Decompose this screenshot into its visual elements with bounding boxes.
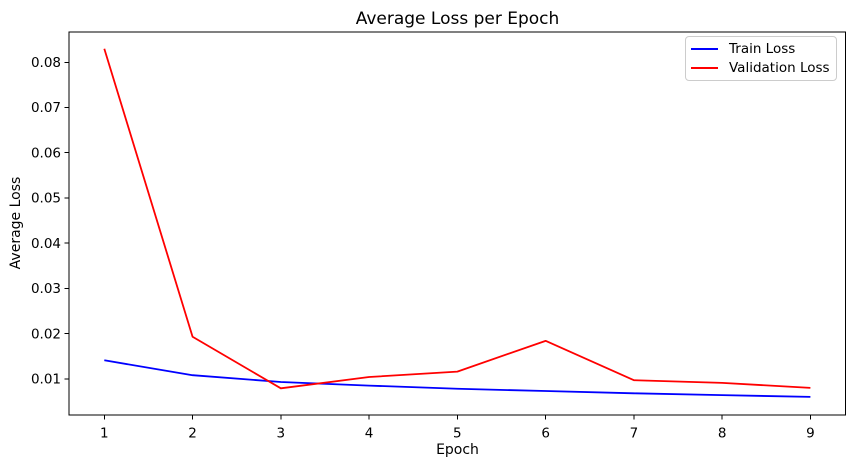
train-loss-line (104, 359, 811, 398)
x-tick-label: 7 (630, 426, 639, 442)
train-loss-line-swatch (691, 47, 718, 50)
validation-loss-line (103, 48, 811, 390)
y-tick-label: 0.01 (31, 372, 61, 388)
y-axis-label-text: Average Loss (8, 176, 24, 270)
y-tick-label: 0.02 (31, 326, 61, 342)
x-tick-label: 2 (188, 426, 197, 442)
x-tick-label: 5 (453, 426, 462, 442)
legend-label-validation-loss: Validation Loss (729, 60, 830, 77)
legend-row-train-loss: Train Loss (691, 39, 830, 59)
x-tick-label: 6 (541, 426, 550, 442)
legend: Train Loss Validation Loss (685, 36, 837, 81)
x-tick-label: 3 (277, 426, 286, 442)
y-tick-label: 0.04 (31, 236, 61, 252)
validation-loss-line-swatch (691, 67, 718, 70)
legend-label-train-loss: Train Loss (729, 40, 796, 57)
y-tick-label: 0.05 (31, 191, 61, 207)
y-tick-label: 0.06 (31, 145, 61, 161)
x-tick-label: 1 (100, 426, 109, 442)
x-tick-label: 4 (365, 426, 374, 442)
y-tick-label: 0.03 (31, 281, 61, 297)
axes-frame (68, 31, 847, 416)
chart-title: Average Loss per Epoch (355, 9, 560, 29)
x-tick-label: 8 (718, 426, 727, 442)
x-axis-label: Epoch (436, 442, 479, 458)
y-tick-label: 0.08 (31, 55, 61, 71)
x-tick-label: 9 (806, 426, 815, 442)
y-tick-label: 0.07 (31, 100, 61, 116)
legend-row-validation-loss: Validation Loss (691, 59, 830, 79)
